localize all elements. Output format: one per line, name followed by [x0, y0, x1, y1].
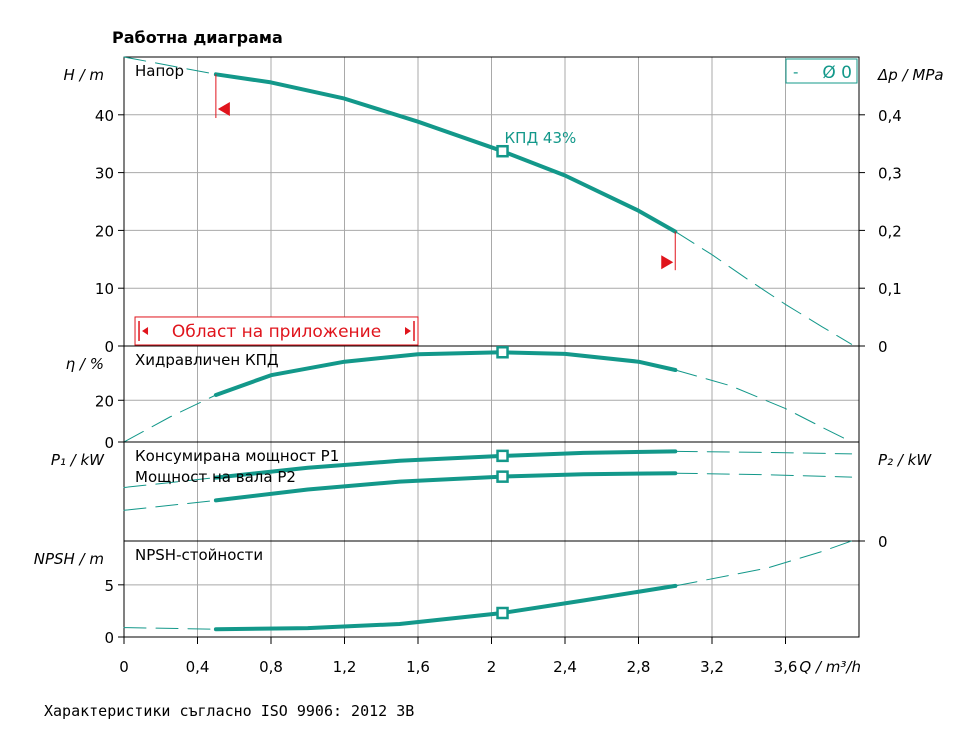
y-tick-label: 5: [104, 577, 114, 595]
legend-frame: [785, 58, 858, 84]
left-axis-label: η / %: [66, 355, 104, 373]
range-limit-marker-right: [661, 231, 676, 271]
operating-point-marker: [496, 144, 509, 158]
x-tick-label: 3,2: [700, 658, 724, 676]
panel-head: 0 10 20 30 40 0 0,1 0,2 0,3 0,4 H / m Δp / MPa Напор…: [64, 56, 944, 356]
curve-solid: [213, 583, 678, 632]
curve-dashed: [123, 477, 217, 488]
right-axis-label: Δp / MPa: [877, 66, 944, 84]
panel-npsh: 0 5 0 NPSH / m NPSH-стойности: [34, 533, 888, 647]
y2-tick-label: 0,4: [878, 107, 902, 125]
y2-tick-label: 0,1: [878, 280, 902, 298]
grid-lines: [197, 57, 786, 637]
x-tick-label: 2,4: [553, 658, 577, 676]
y-tick-label: 10: [95, 280, 114, 298]
x-tick-label: 2: [487, 658, 497, 676]
panel-title: Напор: [135, 62, 184, 80]
y2-tick-label: 0,2: [878, 222, 902, 240]
legend-dash: -: [793, 63, 798, 81]
range-left-arrow: [142, 326, 149, 335]
curve-dashed: [674, 369, 853, 443]
curve-solid: [213, 72, 678, 234]
curve-solid: [213, 350, 678, 397]
operating-point-marker: [496, 346, 509, 359]
y-tick-label: 40: [95, 107, 114, 125]
series-label: Консумирана мощност P1: [135, 447, 339, 465]
curve-dashed: [674, 540, 853, 587]
panel-power: P₁ / kW P₂ / kW Консумирана мощност P1 Мощн…: [51, 441, 932, 542]
operating-point-marker: [496, 606, 509, 620]
curve-dashed: [123, 56, 217, 75]
range-right-arrow: [405, 326, 411, 335]
y-tick-label: 20: [95, 392, 114, 410]
x-tick-label: 0: [119, 658, 129, 676]
y2-tick-label: 0,3: [878, 165, 902, 183]
application-range-label: Област на приложение: [172, 322, 381, 342]
x-axis: 0 0,4 0,8 1,2 1,6 2 2,4 2,8 3,2 3,6 Q / m³/h: [119, 637, 861, 676]
efficiency-label: КПД 43%: [505, 129, 577, 147]
y2-tick-label: 0: [878, 533, 888, 551]
y-tick-label: 30: [95, 165, 114, 183]
y-tick-label: 0: [104, 338, 114, 356]
x-tick-label: 2,8: [627, 658, 651, 676]
footnote: Характеристики съгласно ISO 9906: 2012 3…: [44, 702, 415, 720]
panel-efficiency: 0 20 η / % Хидравличен КПД: [66, 345, 860, 452]
curve-dashed: [123, 394, 217, 443]
curve-dashed: [674, 472, 853, 478]
left-axis-label: P₁ / kW: [51, 451, 105, 469]
right-axis-label: P₂ / kW: [878, 451, 932, 469]
legend-box: - Ø 0: [785, 58, 858, 84]
curve-dashed: [674, 231, 853, 345]
operating-point-marker: [496, 449, 509, 463]
range-limit-triangle: [217, 102, 230, 117]
range-limit-triangle: [661, 255, 674, 270]
curve-dashed: [674, 450, 853, 455]
left-axis-label: H / m: [64, 66, 104, 84]
x-tick-label: 1,2: [333, 658, 357, 676]
operating-point-marker: [496, 470, 509, 483]
range-limit-marker-left: [215, 74, 230, 119]
curve-solid: [213, 471, 678, 503]
x-tick-label: 0,8: [259, 658, 283, 676]
page-title: Работна диаграма: [112, 28, 283, 47]
y-tick-label: 20: [95, 222, 114, 240]
application-range-frame: [134, 316, 419, 346]
x-tick-label: 1,6: [406, 658, 430, 676]
panel-title: NPSH-стойности: [135, 546, 263, 564]
legend-value: Ø 0: [822, 63, 852, 83]
curve-solid: [213, 449, 678, 480]
y-tick-label: 0: [104, 434, 114, 452]
x-tick-label: 0,4: [186, 658, 210, 676]
series-label: Мощност на вала P2: [135, 468, 296, 486]
left-axis-label: NPSH / m: [34, 550, 104, 568]
curve-dashed: [123, 499, 217, 511]
y2-tick-label: 0: [878, 338, 888, 356]
application-range: Област на приложение: [134, 316, 419, 346]
curve-dashed: [123, 627, 217, 630]
y-tick-label: 0: [104, 629, 114, 647]
panel-title: Хидравличен КПД: [135, 351, 279, 369]
x-tick-label: 3,6: [774, 658, 798, 676]
x-axis-label: Q / m³/h: [799, 658, 861, 676]
